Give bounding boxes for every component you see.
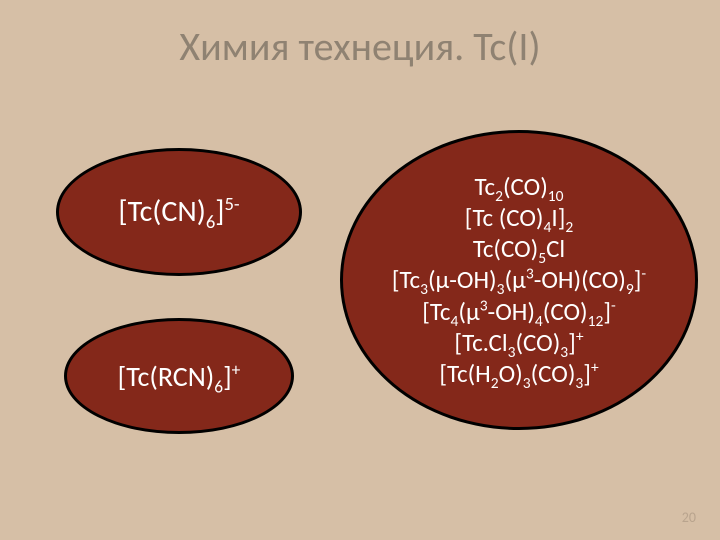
slide-root: Химия технеция. Tc(I) 20 [Tc(CN)6]5- [Tc(… xyxy=(0,0,720,540)
formula-line: [Tc4(μ3-OH)4(CO)12]- xyxy=(392,296,646,327)
slide-title: Химия технеция. Tc(I) xyxy=(0,22,720,71)
bubble-content: [Tc(CN)6]5- xyxy=(110,193,247,231)
formula-line: [Tc.Cl3(CO)3]+ xyxy=(392,327,646,358)
formula-line: Tc2(CO)10 xyxy=(392,171,646,202)
formula-line: [Tc (CO)4I]2 xyxy=(392,202,646,233)
formula-line: Tc(CO)5Cl xyxy=(392,233,646,264)
bubble-content: [Tc(RCN)6]+ xyxy=(110,359,249,394)
bubble-tc-rcn6: [Tc(RCN)6]+ xyxy=(64,318,294,434)
formula-line: [Tc(RCN)6]+ xyxy=(118,359,241,394)
formula-line: [Tc(CN)6]5- xyxy=(118,193,239,231)
formula-line: [Tc3(μ-OH)3(μ3-OH)(CO)9]- xyxy=(392,264,646,295)
bubble-tc-cn6: [Tc(CN)6]5- xyxy=(56,148,302,276)
page-number: 20 xyxy=(682,509,696,526)
formula-line: [Tc(H2O)3(CO)3]+ xyxy=(392,358,646,389)
bubble-content: Tc2(CO)10[Tc (CO)4I]2Tc(CO)5Cl[Tc3(μ-OH)… xyxy=(384,171,654,390)
bubble-tc-co-group: Tc2(CO)10[Tc (CO)4I]2Tc(CO)5Cl[Tc3(μ-OH)… xyxy=(340,130,698,430)
